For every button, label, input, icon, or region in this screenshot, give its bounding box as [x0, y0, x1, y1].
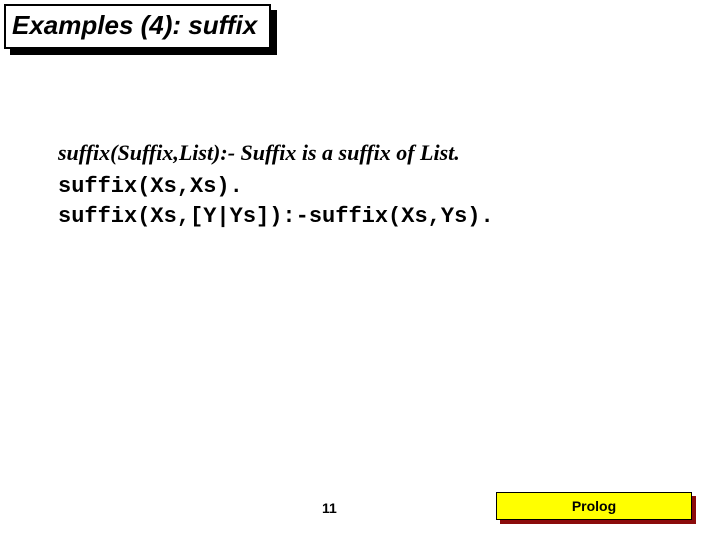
slide-title: Examples (4): suffix	[12, 10, 257, 40]
footer: 11 Prolog	[0, 490, 720, 524]
content-area: suffix(Suffix,List):- Suffix is a suffix…	[58, 140, 680, 231]
spec-line: suffix(Suffix,List):- Suffix is a suffix…	[58, 140, 680, 166]
title-container: Examples (4): suffix	[4, 4, 271, 49]
code-line-1: suffix(Xs,Xs).	[58, 172, 680, 202]
badge-container: Prolog	[496, 492, 692, 522]
topic-badge: Prolog	[496, 492, 692, 520]
title-box: Examples (4): suffix	[4, 4, 271, 49]
code-line-2: suffix(Xs,[Y|Ys]):-suffix(Xs,Ys).	[58, 202, 680, 232]
page-number: 11	[322, 500, 337, 516]
